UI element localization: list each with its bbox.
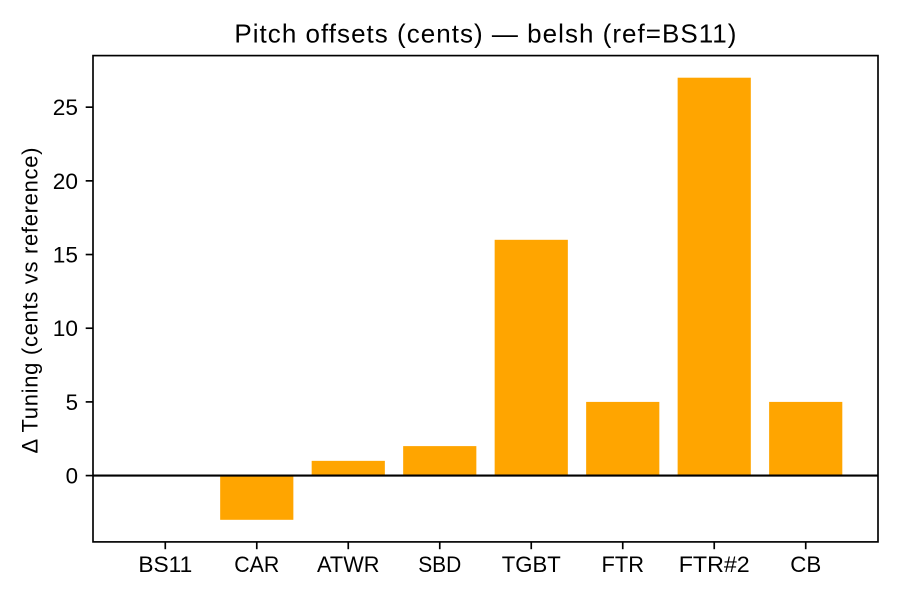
svg-text:ATWR: ATWR — [317, 552, 380, 577]
svg-text:FTR#2: FTR#2 — [679, 552, 750, 577]
svg-text:5: 5 — [66, 390, 78, 415]
svg-text:10: 10 — [53, 316, 78, 341]
svg-text:20: 20 — [53, 169, 78, 194]
svg-text:0: 0 — [66, 463, 78, 488]
svg-text:TGBT: TGBT — [502, 552, 561, 577]
svg-text:SBD: SBD — [418, 552, 461, 577]
svg-text:FTR: FTR — [601, 552, 644, 577]
svg-text:BS11: BS11 — [138, 552, 192, 577]
svg-text:Δ Tuning (cents vs reference): Δ Tuning (cents vs reference) — [18, 147, 43, 453]
svg-text:15: 15 — [53, 242, 78, 267]
svg-text:Pitch offsets (cents) — belsh: Pitch offsets (cents) — belsh (ref=BS11) — [234, 19, 736, 49]
svg-text:CB: CB — [790, 552, 821, 577]
svg-text:25: 25 — [53, 95, 78, 120]
svg-text:CAR: CAR — [234, 552, 279, 577]
